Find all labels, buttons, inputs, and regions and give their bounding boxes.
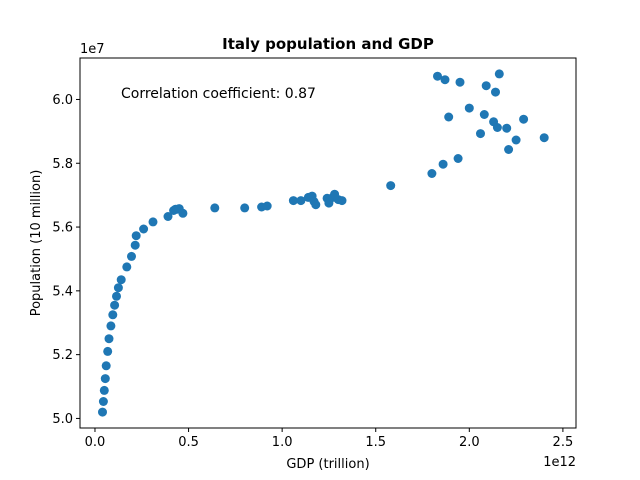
data-point: [99, 385, 109, 395]
data-point: [455, 77, 465, 87]
data-point: [122, 262, 132, 272]
data-point: [100, 374, 110, 384]
data-point: [502, 123, 512, 133]
data-point: [492, 123, 502, 132]
y-tick-label: 5.8: [52, 157, 73, 172]
data-point: [116, 275, 126, 285]
data-point: [481, 81, 491, 91]
data-point: [519, 114, 529, 124]
data-point: [288, 196, 298, 206]
data-point: [104, 334, 114, 344]
data-point: [440, 75, 450, 85]
y-tick-label: 5.0: [52, 412, 73, 427]
x-offset-label: 1e12: [543, 455, 576, 470]
data-point: [113, 283, 123, 293]
data-point: [337, 196, 347, 206]
x-tick-label: 1.5: [365, 435, 386, 450]
data-point: [262, 201, 272, 211]
data-point: [494, 69, 504, 79]
y-axis-ticks: 5.0 5.2 5.4 5.6 5.8 6.0: [52, 93, 80, 427]
x-tick-label: 0.0: [85, 435, 106, 450]
y-tick-label: 5.2: [52, 348, 73, 363]
data-point: [131, 231, 141, 241]
data-points: [98, 69, 549, 417]
x-tick-label: 2.5: [553, 435, 574, 450]
x-tick-label: 1.0: [272, 435, 293, 450]
data-point: [98, 407, 107, 417]
data-point: [240, 203, 250, 213]
data-point: [444, 112, 454, 122]
x-axis-label: GDP (trillion): [286, 457, 369, 472]
plot-area: [80, 58, 576, 428]
data-point: [438, 159, 448, 169]
data-point: [178, 208, 188, 218]
data-point: [311, 200, 321, 210]
data-point: [539, 133, 549, 143]
y-tick-label: 5.6: [52, 221, 73, 236]
data-point: [98, 397, 108, 406]
data-point: [386, 181, 396, 191]
y-tick-label: 5.4: [52, 284, 73, 299]
data-point: [112, 291, 121, 301]
data-point: [427, 169, 437, 178]
chart-title: Italy population and GDP: [222, 35, 434, 53]
data-point: [101, 361, 111, 371]
data-point: [464, 103, 474, 113]
x-axis-ticks: 0.0 0.5 1.0 1.5 2.0 2.5: [85, 428, 574, 450]
correlation-annotation: Correlation coefficient: 0.87: [121, 86, 316, 102]
data-point: [433, 71, 442, 81]
y-offset-label: 1e7: [80, 42, 105, 57]
x-tick-label: 0.5: [178, 435, 199, 450]
data-point: [479, 110, 489, 119]
data-point: [106, 321, 116, 331]
data-point: [491, 87, 500, 97]
data-point: [110, 300, 120, 310]
data-point: [103, 346, 113, 356]
data-point: [511, 135, 521, 145]
data-point: [476, 129, 485, 139]
data-point: [163, 212, 173, 221]
y-tick-label: 6.0: [52, 93, 73, 108]
data-point: [108, 310, 118, 320]
data-point: [127, 251, 136, 261]
data-point: [139, 224, 149, 234]
x-tick-label: 2.0: [459, 435, 480, 450]
data-point: [453, 154, 463, 163]
data-point: [148, 217, 158, 227]
data-point: [130, 240, 140, 250]
data-point: [296, 196, 306, 206]
data-point: [504, 145, 514, 154]
y-axis-label: Population (10 million): [29, 170, 44, 317]
plot-frame: [79, 57, 577, 429]
data-point: [210, 203, 220, 213]
